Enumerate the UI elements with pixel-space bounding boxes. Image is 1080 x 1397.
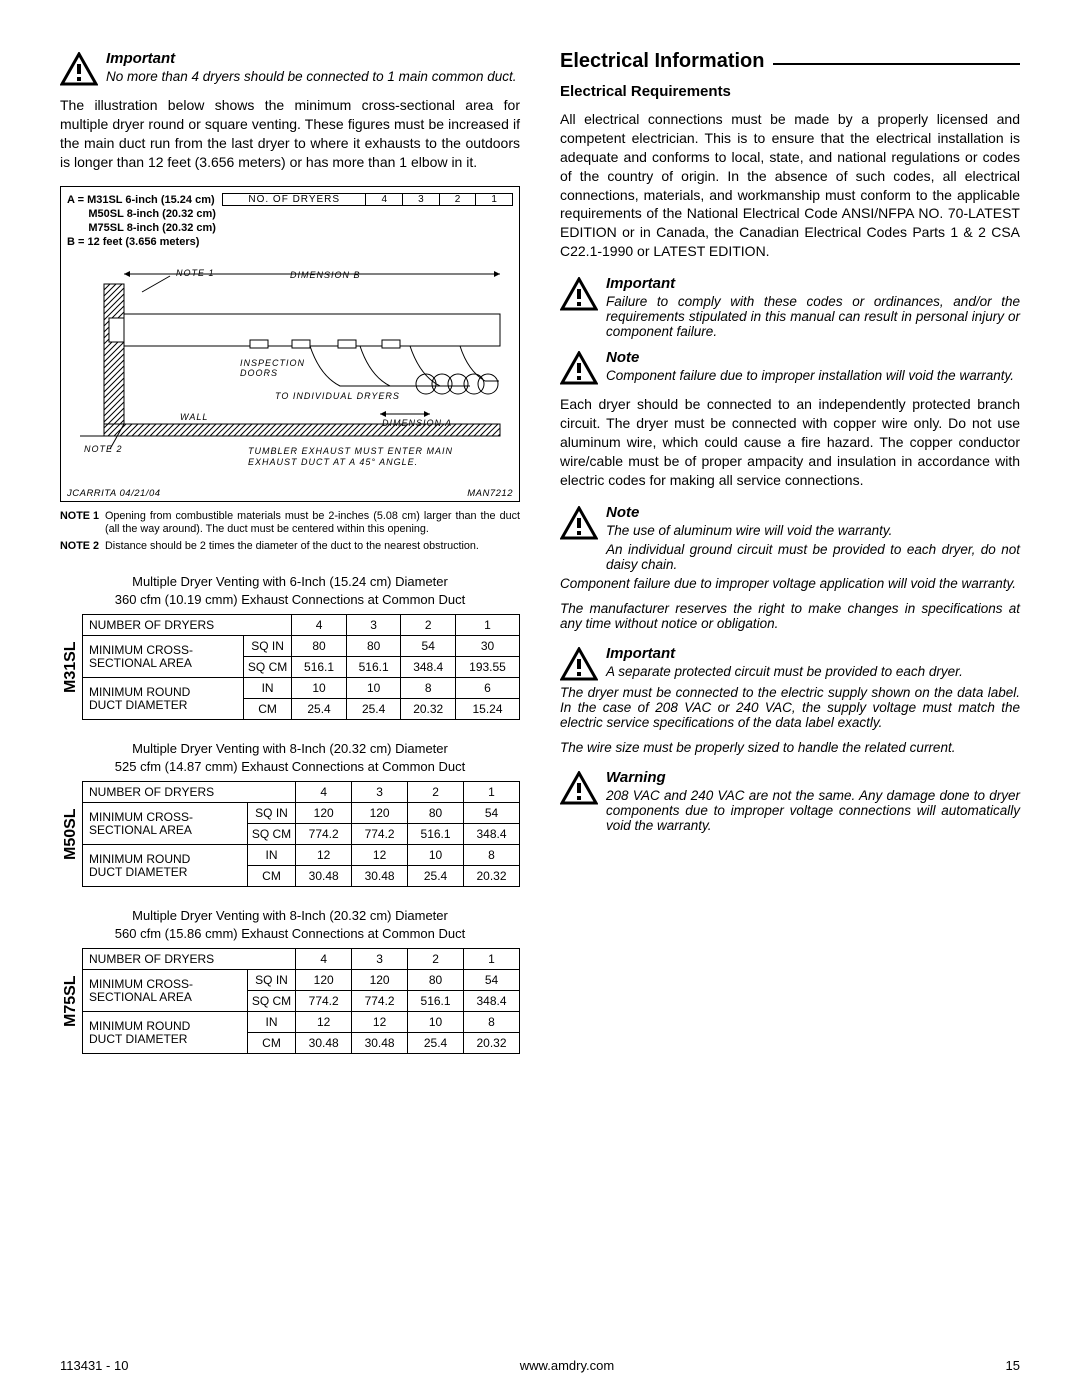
warning: Warning 208 VAC and 240 VAC are not the … [560, 769, 1020, 833]
section-title: Electrical Information [560, 50, 765, 73]
diagram-footer-right: MAN7212 [467, 488, 513, 499]
footer-center: www.amdry.com [520, 1358, 614, 1373]
intro-text: The illustration below shows the minimum… [60, 96, 520, 172]
duct-diagram-svg: NOTE 1 DIMENSION B INSPECTION DOORS TO I… [67, 254, 513, 484]
warning-icon [560, 351, 598, 385]
data-table: NUMBER OF DRYERS4321MINIMUM CROSS-SECTIO… [82, 614, 520, 720]
warning-icon [60, 52, 98, 86]
table-caption: Multiple Dryer Venting with 8-Inch (20.3… [60, 740, 520, 775]
diagram: A = M31SL 6-inch (15.24 cm) M50SL 8-inch… [60, 186, 520, 502]
vent-table: M50SLNUMBER OF DRYERS4321MINIMUM CROSS-S… [60, 781, 520, 887]
table-side-label: M75SL [60, 948, 82, 1054]
svg-text:TO INDIVIDUAL DRYERS: TO INDIVIDUAL DRYERS [275, 391, 400, 401]
svg-text:WALL: WALL [180, 412, 208, 422]
svg-text:DIMENSION B: DIMENSION B [290, 270, 361, 280]
diagram-notes: NOTE 1Opening from combustible materials… [60, 510, 520, 553]
footer-right: 15 [1006, 1358, 1020, 1373]
important-box: Important No more than 4 dryers should b… [60, 50, 520, 86]
svg-text:EXHAUST DUCT AT A 45° ANGLE.: EXHAUST DUCT AT A 45° ANGLE. [248, 457, 418, 467]
table-caption: Multiple Dryer Venting with 8-Inch (20.3… [60, 907, 520, 942]
important-title: Important [106, 50, 516, 67]
legend: A = M31SL 6-inch (15.24 cm) M50SL 8-inch… [67, 193, 216, 250]
svg-text:DOORS: DOORS [240, 368, 278, 378]
important-1: Important Failure to comply with these c… [560, 275, 1020, 339]
svg-text:TUMBLER EXHAUST MUST ENTER MAI: TUMBLER EXHAUST MUST ENTER MAIN [248, 446, 453, 456]
data-table: NUMBER OF DRYERS4321MINIMUM CROSS-SECTIO… [82, 948, 520, 1054]
footer: 113431 - 10 www.amdry.com 15 [60, 1358, 1020, 1373]
p1: All electrical connections must be made … [560, 110, 1020, 261]
diagram-footer-left: JCARRITA 04/21/04 [67, 488, 161, 499]
svg-text:INSPECTION: INSPECTION [240, 358, 305, 368]
rule [773, 63, 1021, 65]
important-2: Important A separate protected circuit m… [560, 645, 1020, 681]
tables: Multiple Dryer Venting with 6-Inch (15.2… [60, 573, 520, 1054]
section-sub: Electrical Requirements [560, 83, 1020, 100]
note-1: Note Component failure due to improper i… [560, 349, 1020, 385]
data-table: NUMBER OF DRYERS4321MINIMUM CROSS-SECTIO… [82, 781, 520, 887]
warning-icon [560, 647, 598, 681]
warning-icon [560, 506, 598, 540]
important-text: No more than 4 dryers should be connecte… [106, 69, 516, 84]
table-caption: Multiple Dryer Venting with 6-Inch (15.2… [60, 573, 520, 608]
warning-icon [560, 771, 598, 805]
svg-text:NOTE 2: NOTE 2 [84, 444, 123, 454]
footer-left: 113431 - 10 [60, 1358, 128, 1373]
note-2: Note The use of aluminum wire will void … [560, 504, 1020, 572]
table-side-label: M50SL [60, 781, 82, 887]
vent-table: M75SLNUMBER OF DRYERS4321MINIMUM CROSS-S… [60, 948, 520, 1054]
svg-text:DIMENSION A: DIMENSION A [382, 418, 452, 428]
table-side-label: M31SL [60, 614, 82, 720]
p2: Each dryer should be connected to an ind… [560, 395, 1020, 489]
svg-text:NOTE 1: NOTE 1 [176, 268, 215, 278]
vent-table: M31SLNUMBER OF DRYERS4321MINIMUM CROSS-S… [60, 614, 520, 720]
warning-icon [560, 277, 598, 311]
